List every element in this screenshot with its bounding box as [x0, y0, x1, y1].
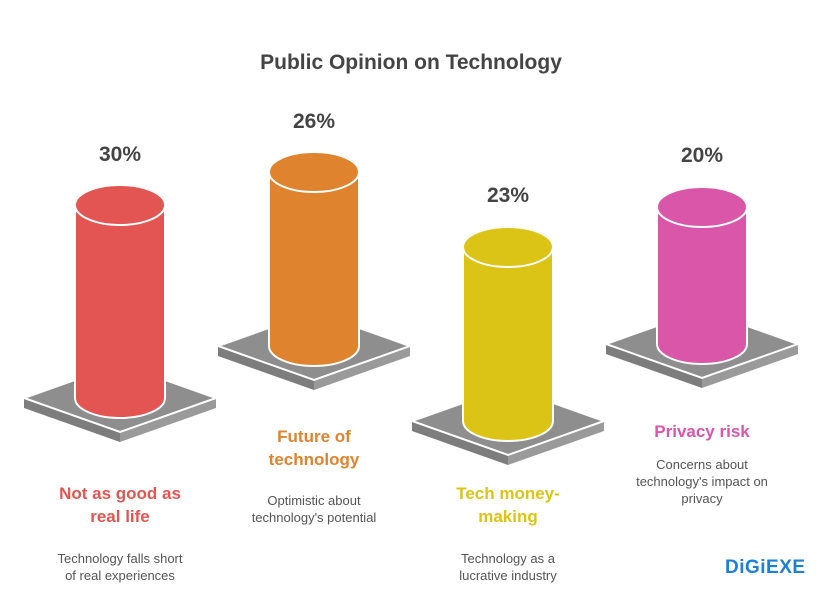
base-plate-right-side [508, 421, 604, 465]
description-line: privacy [681, 491, 723, 506]
category-label-line: technology [268, 450, 360, 469]
category-label-line: making [478, 507, 538, 526]
cylinder-body [268, 171, 360, 367]
category-description: Optimistic about technology's potential [252, 492, 377, 526]
base-plate-left-side [24, 398, 120, 442]
description-line: of real experiences [65, 568, 175, 583]
category-description: Technology falls short of real experience… [57, 550, 182, 584]
base-plate-left-side [218, 346, 314, 390]
chart-title: Public Opinion on Technology [260, 51, 562, 74]
base-plate-right-side [314, 346, 410, 390]
description-line: Concerns about [656, 457, 748, 472]
category-label-line: real life [90, 507, 150, 526]
description-line: technology's potential [251, 510, 377, 525]
cylinder-body [74, 204, 166, 419]
category-label-line: Not as good as [59, 484, 181, 503]
description-line: technology's impact on [636, 474, 768, 489]
category-label-line: Tech money- [456, 484, 560, 503]
category-label: Future of technology [269, 425, 360, 471]
base-plate-right-side [702, 344, 798, 388]
digiexe-logo: DiGiEXE [725, 557, 806, 578]
base-plate-right-side [120, 398, 216, 442]
value-label: 26% [292, 110, 336, 133]
cylinder-top [74, 184, 166, 226]
category-description: Technology as a lucrative industry [459, 550, 557, 584]
category-label: Privacy risk [654, 420, 749, 443]
category-label: Not as good as real life [59, 482, 181, 528]
description-line: Technology falls short [57, 551, 183, 566]
cylinder-top [656, 186, 748, 228]
category-label: Tech money-making [456, 482, 560, 528]
cylinder-body [656, 206, 748, 365]
cylinder-top [462, 226, 554, 268]
category-label-line: Privacy risk [654, 422, 750, 441]
value-label: 23% [486, 184, 530, 207]
base-plate-left-side [412, 421, 508, 465]
description-line: Optimistic about [267, 493, 361, 508]
cylinder-body [462, 246, 554, 442]
value-label: 30% [98, 143, 142, 166]
base-plate-left-side [606, 344, 702, 388]
description-line: Technology as a [461, 551, 555, 566]
category-description: Concerns about technology's impact on priv… [636, 456, 768, 507]
description-line: lucrative industry [459, 568, 557, 583]
category-label-line: Future of [277, 427, 351, 446]
cylinder-top [268, 151, 360, 193]
value-label: 20% [680, 144, 724, 167]
